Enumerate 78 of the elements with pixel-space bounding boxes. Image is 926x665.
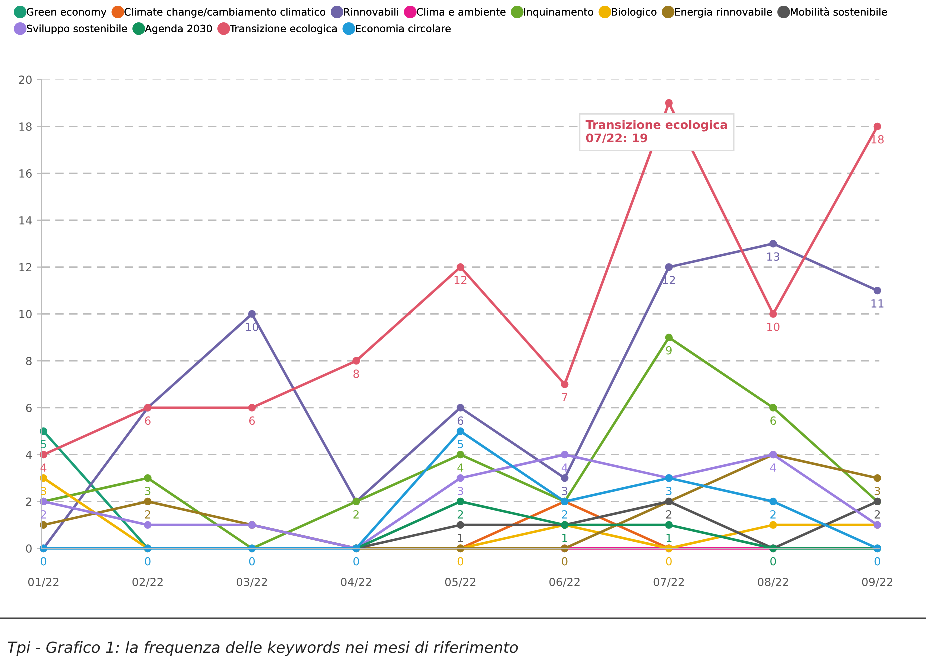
legend-label: Energia rinnovabile	[675, 8, 772, 18]
y-tick-label: 10	[20, 310, 32, 319]
data-label: 11	[872, 300, 884, 308]
y-tick-label: 6	[26, 404, 32, 412]
data-label: 6	[458, 416, 464, 426]
x-tick-label: 03/22	[236, 578, 268, 588]
data-label: 0	[458, 557, 464, 566]
y-tick-label: 0	[26, 544, 32, 554]
x-tick-label: 09/22	[862, 578, 893, 588]
data-label: 0	[145, 557, 151, 566]
data-label: 0	[666, 557, 672, 566]
y-tick-label: 14	[20, 216, 32, 225]
legend-label: Green economy	[27, 8, 107, 18]
legend-label: Agenda 2030	[145, 24, 212, 35]
y-tick-label: 2	[26, 498, 32, 506]
data-label: 0	[354, 557, 360, 566]
x-tick-label: 06/22	[550, 578, 580, 588]
data-label: 0	[770, 557, 776, 566]
data-label: 4	[562, 464, 568, 472]
y-tick-label: 4	[26, 450, 32, 460]
y-tick-label: 12	[20, 263, 32, 272]
data-label: 2	[458, 510, 464, 519]
data-label: 13	[768, 252, 780, 261]
y-tick-label: 16	[20, 170, 32, 178]
legend-label: Sviluppo sostenibile	[27, 24, 128, 35]
annotation: Transizione ecologica 07/22: 19	[586, 120, 728, 144]
data-label: 2	[874, 510, 880, 519]
data-label: 6	[249, 416, 256, 426]
legend-label: Rinnovabili	[344, 8, 398, 16]
legend-label: Clima e ambiente	[417, 8, 506, 16]
data-label: 4	[40, 464, 47, 472]
data-label: 1	[562, 534, 568, 542]
data-label: 10	[768, 322, 780, 332]
data-label: 5	[41, 440, 46, 449]
data-label: 2	[354, 510, 359, 519]
data-label: 3	[666, 487, 672, 496]
data-label: 18	[872, 135, 884, 144]
legend-label: Biologico	[612, 8, 657, 18]
x-tick-label: 08/22	[758, 578, 788, 588]
data-label: 0	[874, 557, 880, 566]
data-label: 4	[770, 464, 776, 472]
data-label: 3	[41, 487, 46, 496]
data-label: 1	[458, 534, 464, 542]
data-label: 0	[40, 557, 47, 566]
legend-label: Economia circolare	[356, 24, 451, 33]
y-tick-label: 20	[19, 76, 32, 84]
legend-label: Inquinamento	[524, 8, 594, 18]
data-label: 0	[249, 557, 256, 566]
data-label: 4	[458, 464, 464, 472]
data-label: 3	[874, 487, 880, 496]
data-label: 6	[145, 416, 151, 426]
data-label: 2	[770, 510, 776, 519]
data-label: 2	[666, 510, 672, 519]
legend-label: Mobilità sostenibile	[791, 8, 888, 16]
text: Tpi - Grafico 1: la frequenza delle keywords nei mesi di riferimento	[8, 641, 518, 656]
data-label: 3	[458, 487, 464, 496]
y-tick-label: 8	[26, 357, 32, 366]
x-tick-label: 04/22	[341, 578, 372, 588]
data-label: 2	[562, 510, 568, 519]
data-label: 3	[145, 487, 151, 496]
legend-label: Transizione ecologica	[230, 24, 337, 35]
x-tick-label: 07/22	[654, 578, 684, 588]
data-label: 2	[41, 510, 46, 519]
data-label: 2	[145, 510, 150, 519]
data-label: 5	[458, 440, 464, 449]
data-label: 9	[666, 346, 672, 355]
data-label: 6	[770, 416, 776, 426]
data-label: 3	[562, 487, 568, 496]
x-tick-label: 01/22	[28, 578, 59, 588]
x-tick-label: 02/22	[132, 578, 163, 588]
data-label: 0	[562, 557, 568, 566]
data-label: 7	[562, 393, 568, 402]
data-label: 12	[454, 276, 467, 284]
y-tick-label: 18	[20, 122, 32, 132]
legend-label: Climate change/cambiamento climatico	[124, 8, 326, 18]
data-label: 8	[354, 370, 360, 378]
x-tick-label: 05/22	[445, 578, 476, 588]
data-label: 1	[666, 534, 672, 542]
